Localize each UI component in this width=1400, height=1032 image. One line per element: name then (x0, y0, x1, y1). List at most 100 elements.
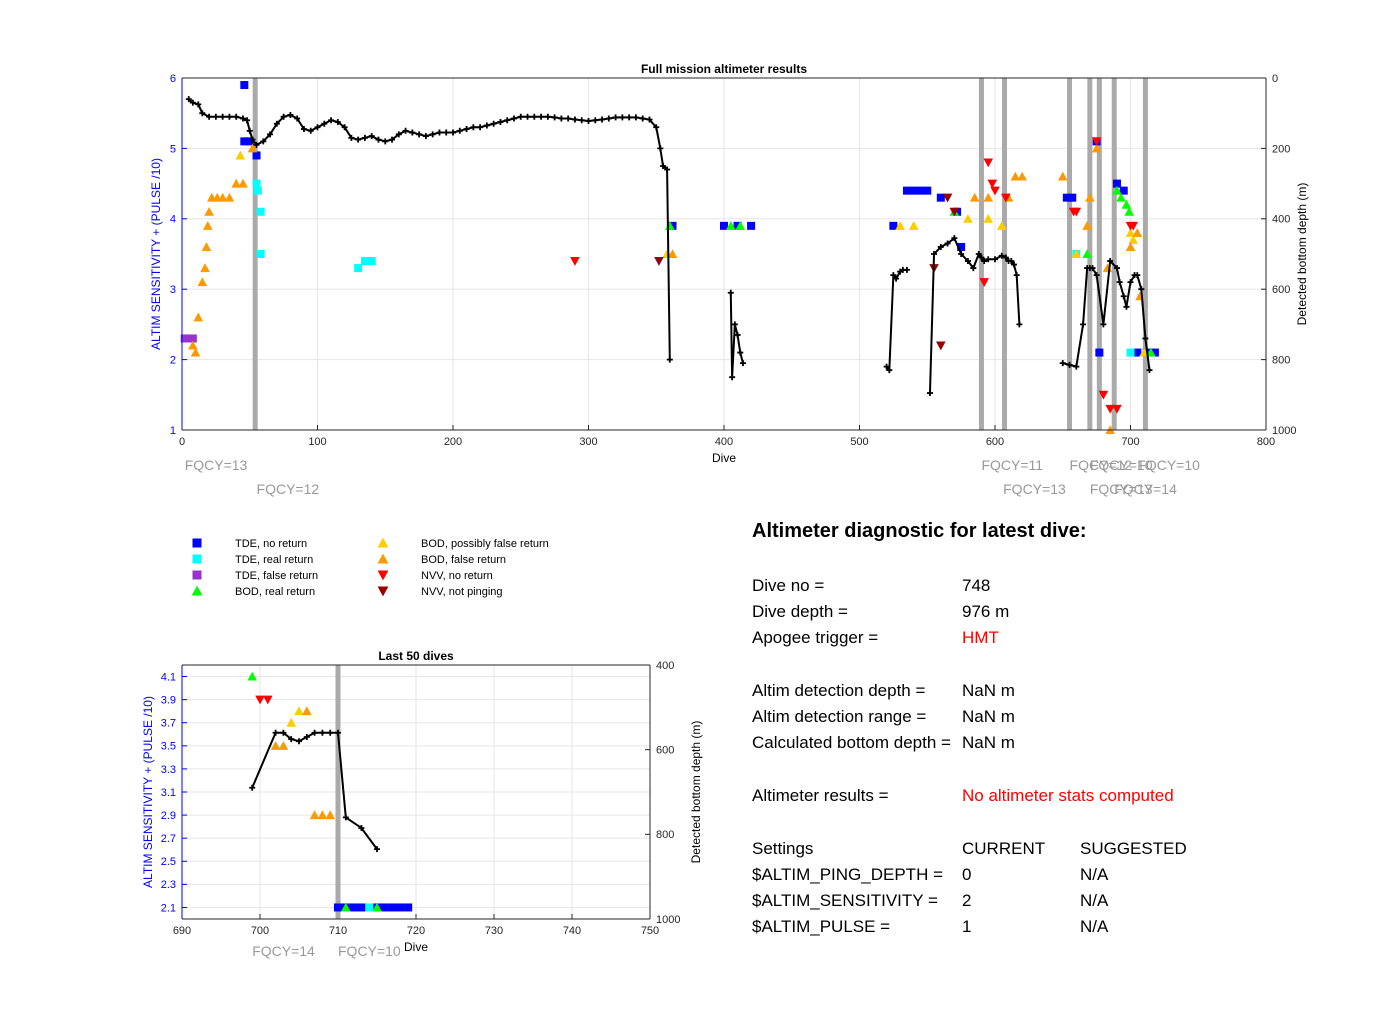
bottom-depth-point (195, 101, 202, 108)
data-point (1112, 179, 1121, 188)
data-point (1105, 404, 1115, 414)
data-point (188, 334, 197, 343)
data-point (1071, 207, 1082, 217)
bottom-depth-point (239, 115, 246, 122)
x-tick-label: 710 (329, 925, 347, 937)
data-point (733, 221, 742, 230)
y-tick-label: 3.3 (161, 764, 176, 776)
pulse-label: $ALTIM_PULSE = (752, 917, 891, 936)
data-point (247, 143, 258, 153)
series-bod-false-return (270, 706, 335, 820)
sensitivity-current: 2 (962, 891, 972, 910)
pulse-suggested: N/A (1080, 917, 1109, 936)
data-point (1112, 185, 1122, 195)
bottom-depth-point (335, 729, 341, 736)
legend-marker (377, 553, 389, 564)
bottom-depth-point (578, 117, 585, 124)
bottom-depth-point (443, 129, 450, 136)
data-point (889, 221, 898, 230)
ping-depth-current: 0 (962, 865, 972, 884)
bottom-depth-point (287, 111, 294, 118)
bottom-depth-point (1107, 258, 1114, 265)
bottom-depth-point (314, 124, 321, 131)
legend-label: TDE, real return (235, 554, 313, 566)
dive-depth-label: Dive depth = (752, 602, 848, 621)
diagnostic-heading: Altimeter diagnostic for latest dive: (752, 520, 1087, 542)
bottom-depth-point (280, 113, 287, 120)
data-point (190, 347, 201, 357)
bottom-depth-point (429, 131, 436, 138)
data-point (1116, 192, 1126, 202)
data-point (188, 340, 198, 350)
sensitivity-suggested: N/A (1080, 891, 1109, 910)
data-point (286, 717, 296, 727)
data-point (1057, 171, 1068, 181)
bottom-depth-point (1116, 279, 1123, 286)
y-tick-label: 3.7 (161, 718, 176, 730)
bottom-depth-point (1127, 279, 1134, 286)
bottom-depth-point (1120, 293, 1127, 300)
data-point (1010, 171, 1021, 181)
main-chart: 0 100 200 300 400 500 600 700 800 1 2 3 4 5 6 0 200 400 60… (149, 62, 1309, 497)
data-point (916, 186, 925, 195)
x-tick-label: 600 (986, 436, 1004, 448)
x-tick-label: 500 (850, 436, 868, 448)
x-tick-label: 740 (563, 925, 581, 937)
y-axis-label: ALTIM SENSITIVITY + (PULSE /10) (149, 158, 163, 350)
bottom-depth-point (1059, 360, 1066, 367)
bottom-depth-point (212, 113, 219, 120)
data-point (983, 192, 994, 202)
bottom-depth-point (355, 136, 362, 143)
y-tick-label: 4.1 (161, 671, 176, 683)
data-point (380, 903, 389, 912)
dive-no-value: 748 (962, 576, 991, 595)
bottom-depth-point (375, 136, 382, 143)
y-tick-label: 1 (170, 425, 176, 437)
y-tick-label: 6 (170, 73, 176, 85)
data-point (202, 221, 213, 230)
data-point (963, 214, 973, 223)
bottom-depth-point (260, 138, 267, 145)
x-tick-label: 720 (407, 925, 425, 937)
data-point (247, 671, 257, 681)
data-point (983, 158, 994, 168)
bottom-depth-point (244, 117, 251, 124)
legend-label: BOD, false return (421, 554, 506, 566)
data-point (240, 137, 249, 146)
y2-tick-label: 800 (1272, 354, 1290, 366)
current-label: CURRENT (962, 839, 1046, 858)
bottom-depth-point (470, 124, 477, 131)
bottom-depth-point (327, 729, 334, 736)
bottom-depth-point (739, 360, 746, 367)
chart-title: Last 50 dives (378, 649, 454, 663)
data-point (570, 257, 580, 266)
bottom-depth-point (226, 113, 233, 120)
x-tick-label: 300 (579, 436, 597, 448)
bottom-depth-point (893, 275, 900, 282)
bottom-depth-point (639, 115, 646, 122)
y2-tick-label: 600 (656, 745, 674, 757)
data-point (987, 179, 998, 189)
data-point (200, 263, 210, 273)
data-point (255, 695, 265, 705)
bottom-depth-series (185, 96, 1153, 397)
data-point (1095, 348, 1104, 357)
data-point (1125, 242, 1136, 251)
data-point (184, 334, 193, 343)
y-tick-label: 2.1 (161, 902, 176, 914)
bottom-depth-point (558, 115, 565, 122)
x-axis-label: Dive (404, 940, 428, 954)
y2-axis-label: Detected bottom depth (m) (689, 721, 703, 864)
data-point (253, 186, 262, 195)
bottom-depth-point (280, 729, 287, 736)
bottom-depth-point (328, 117, 335, 124)
bottom-depth-point (368, 133, 375, 140)
bottom-depth-point (477, 124, 484, 131)
bottom-depth-point (605, 115, 612, 122)
bottom-depth-point (303, 733, 310, 740)
bottom-depth-point (571, 116, 578, 123)
series-tde-false-return (180, 334, 197, 343)
data-point (204, 206, 214, 216)
data-point (983, 214, 994, 223)
bottom-depth-point (538, 113, 545, 120)
